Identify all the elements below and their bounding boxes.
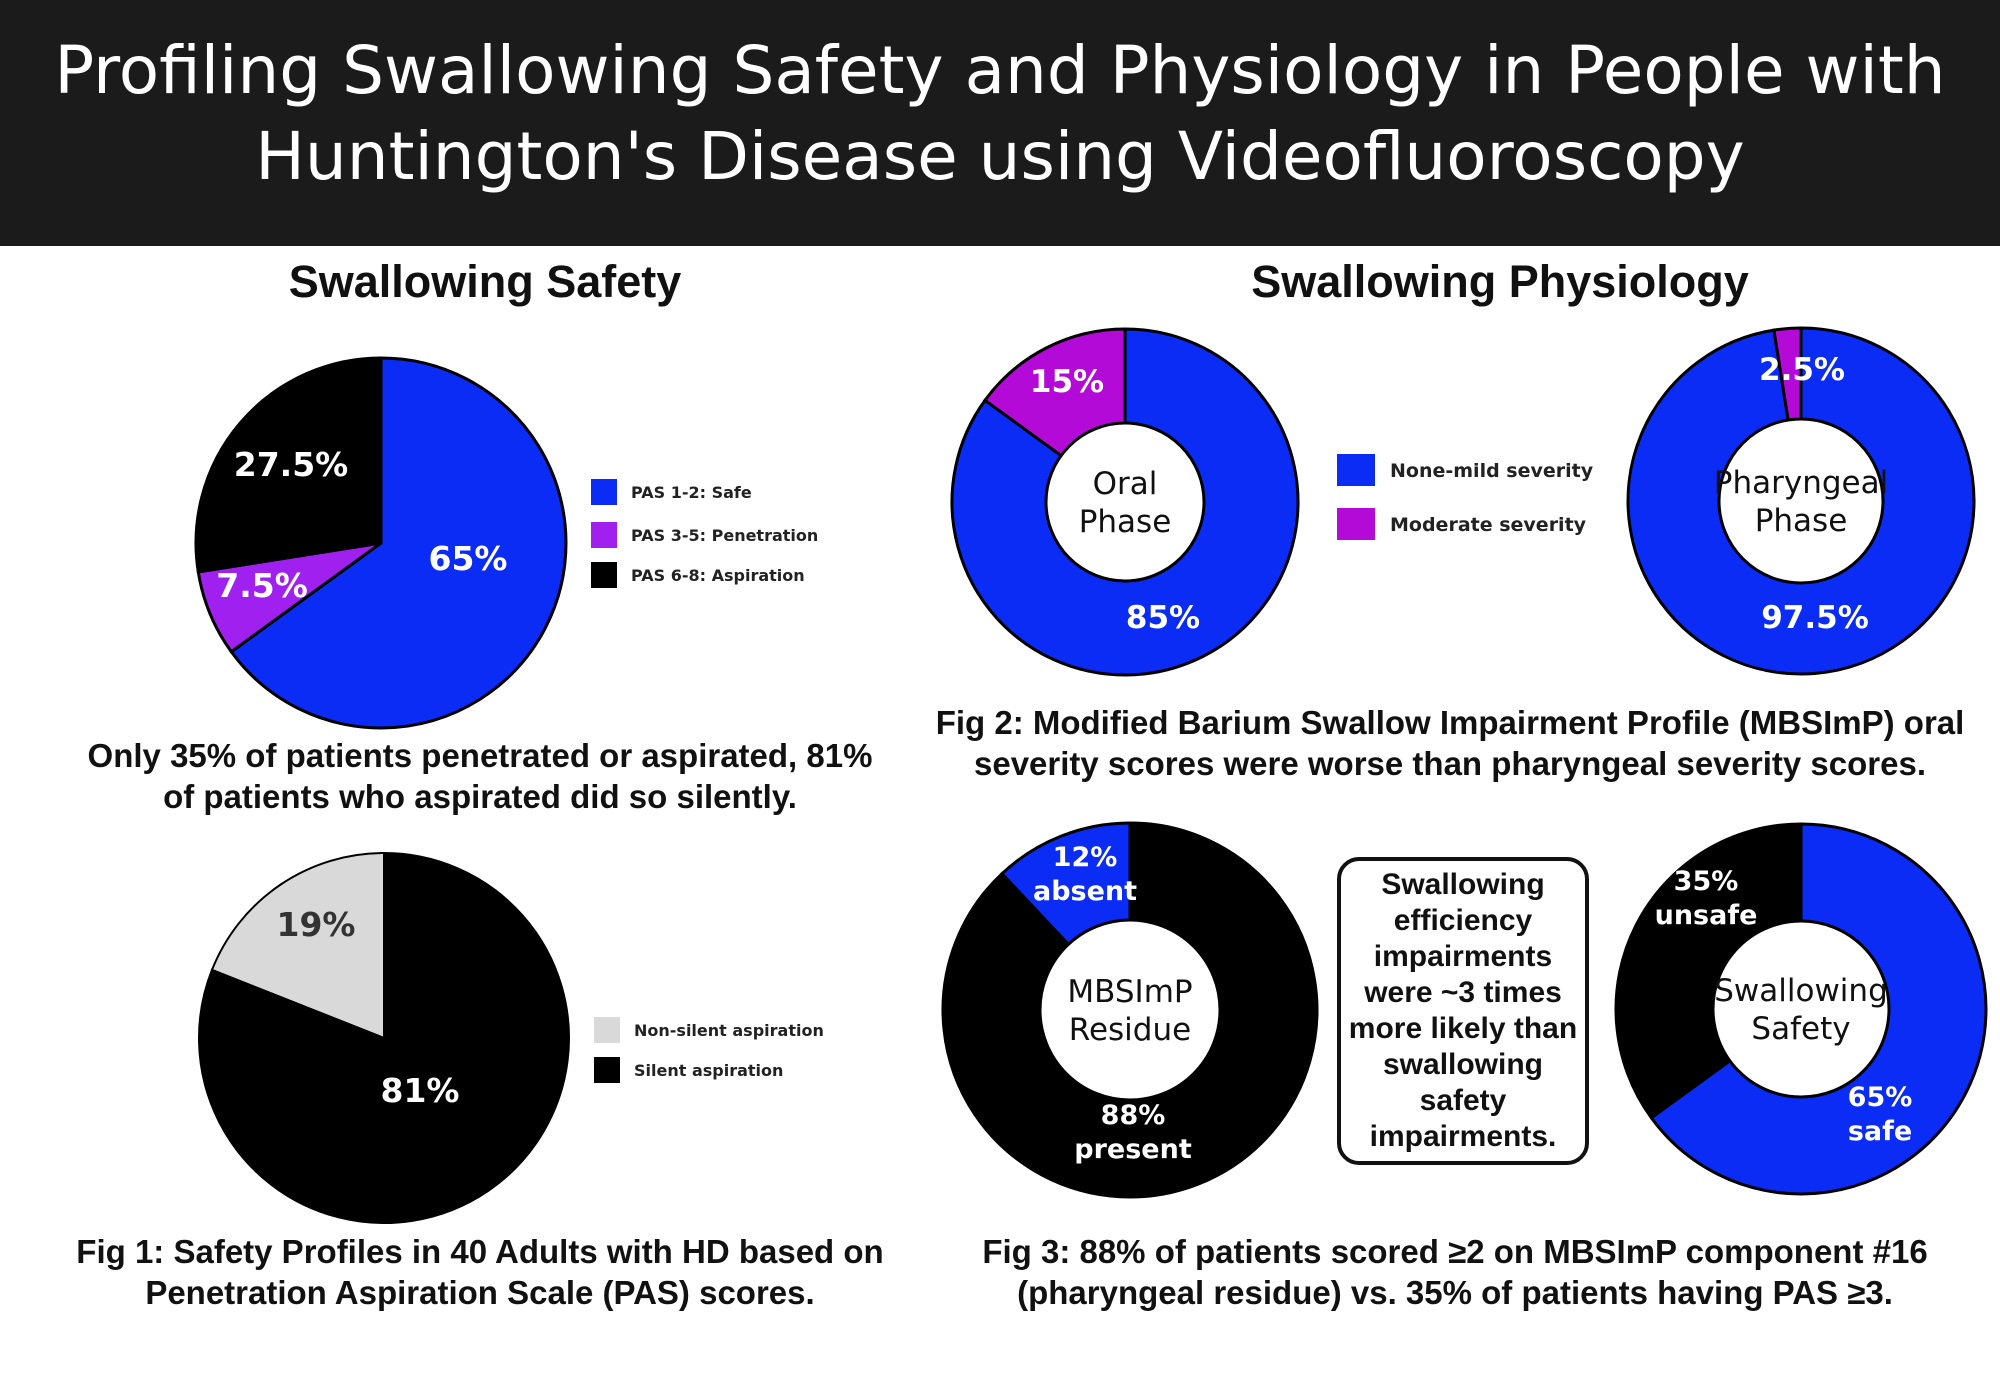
legend-label: PAS 6-8: Aspiration — [631, 566, 805, 585]
donut-center-label: Oral Phase — [1079, 466, 1172, 540]
data-label-pas-1-2-safe: 65% — [429, 539, 508, 578]
pie-slice-non-silent-aspiration — [210, 851, 385, 1040]
pas-pie-chart: 65% 7.5% 27.5% — [194, 356, 568, 730]
safety-data-labels: 65% safe 35% unsafe — [1655, 866, 1913, 1147]
legend-label: PAS 1-2: Safe — [631, 483, 752, 502]
legend-label: Non-silent aspiration — [634, 1021, 824, 1040]
legend-swatch — [1337, 508, 1375, 540]
aspiration-data-labels: 81% 19% — [277, 905, 460, 1110]
donut-center-label: Swallowing Safety — [1714, 973, 1888, 1047]
donut-center-label: Pharyngeal Phase — [1714, 465, 1888, 539]
oral-data-labels: 85% 15% — [1030, 364, 1200, 636]
legend-swatch — [591, 562, 617, 588]
legend-label: None-mild severity — [1390, 460, 1594, 482]
legend-swatch — [594, 1017, 620, 1043]
legend-swatch — [1337, 454, 1375, 486]
pie-slice-pas-6-8-aspiration — [194, 356, 383, 574]
legend-item-pas-1-2-safe: PAS 1-2: Safe — [591, 479, 752, 505]
legend-item-moderate-severity: Moderate severity — [1337, 508, 1587, 540]
data-label-pas-3-5-penetration: 7.5% — [216, 566, 308, 605]
pie-slice-pas-1-2-safe — [229, 356, 568, 730]
chart-legends: PAS 1-2: Safe PAS 3-5: Penetration PAS 6-8… — [591, 454, 1594, 1083]
legend-label: Silent aspiration — [634, 1061, 783, 1080]
physiology-section-title: Swallowing Physiology — [1251, 256, 1749, 307]
legend-swatch — [591, 522, 617, 548]
data-label-none-mild-severity: 85% — [1126, 600, 1200, 636]
oral-phase-donut-chart: Oral Phase 85% 15% — [950, 327, 1300, 677]
pharyngeal-data-labels: 97.5% 2.5% — [1759, 352, 1869, 636]
data-label-none-mild-severity: 97.5% — [1761, 600, 1869, 636]
legend-item-none-mild-severity: None-mild severity — [1337, 454, 1594, 486]
legend-swatch — [594, 1057, 620, 1083]
legend-swatch — [591, 479, 617, 505]
legend-label: Moderate severity — [1390, 514, 1587, 536]
data-label-moderate-severity: 2.5% — [1759, 352, 1845, 388]
data-label-non-silent-aspiration: 19% — [277, 905, 356, 944]
donut-slice-unsafe — [1614, 822, 1803, 1120]
data-label-unsafe: 35% unsafe — [1655, 866, 1758, 931]
pharyngeal-phase-donut-chart: Pharyngeal Phase 97.5% 2.5% — [1626, 326, 1976, 676]
donut-center-label: MBSImP Residue — [1067, 974, 1192, 1048]
efficiency-callout-box: Swallowing efficiency impairments were ~… — [1337, 857, 1589, 1165]
poster-header: Profiling Swallowing Safety and Physiolo… — [0, 0, 2000, 246]
data-label-absent: 12% absent — [1033, 842, 1137, 907]
data-label-moderate-severity: 15% — [1030, 364, 1104, 400]
data-label-silent-aspiration: 81% — [381, 1071, 460, 1110]
donut-hole — [1717, 417, 1885, 585]
legend-item-pas-3-5-penetration: PAS 3-5: Penetration — [591, 522, 818, 548]
safety-note-caption: Only 35% of patients penetrated or aspir… — [87, 737, 873, 815]
data-label-safe: 65% safe — [1848, 1082, 1913, 1147]
legend-label: PAS 3-5: Penetration — [631, 526, 818, 545]
safety-donut-chart: Swallowing Safety 65% safe 35% unsafe — [1614, 822, 1988, 1196]
aspiration-pie-chart: 81% 19% — [198, 851, 570, 1224]
legend-item-non-silent-aspiration: Non-silent aspiration — [594, 1017, 824, 1043]
pie-slice-silent-aspiration — [198, 851, 570, 1224]
data-label-present: 88% present — [1074, 1100, 1192, 1165]
legend-item-pas-6-8-aspiration: PAS 6-8: Aspiration — [591, 562, 805, 588]
pas-data-labels: 65% 7.5% 27.5% — [216, 445, 507, 605]
poster-title: Profiling Swallowing Safety and Physiolo… — [54, 32, 1946, 195]
donut-hole — [1711, 919, 1891, 1099]
donut-hole — [1038, 918, 1222, 1102]
residue-data-labels: 88% present 12% absent — [1033, 842, 1192, 1165]
data-label-pas-6-8-aspiration: 27.5% — [234, 445, 349, 484]
fig1-caption: Fig 1: Safety Profiles in 40 Adults with… — [76, 1233, 884, 1311]
fig3-caption: Fig 3: 88% of patients scored ≥2 on MBSI… — [982, 1233, 1928, 1311]
fig2-caption: Fig 2: Modified Barium Swallow Impairmen… — [935, 704, 1965, 782]
safety-section-title: Swallowing Safety — [288, 256, 682, 307]
residue-donut-chart: MBSImP Residue 88% present 12% absent — [941, 821, 1319, 1199]
donut-hole — [1044, 421, 1206, 583]
legend-item-silent-aspiration: Silent aspiration — [594, 1057, 783, 1083]
